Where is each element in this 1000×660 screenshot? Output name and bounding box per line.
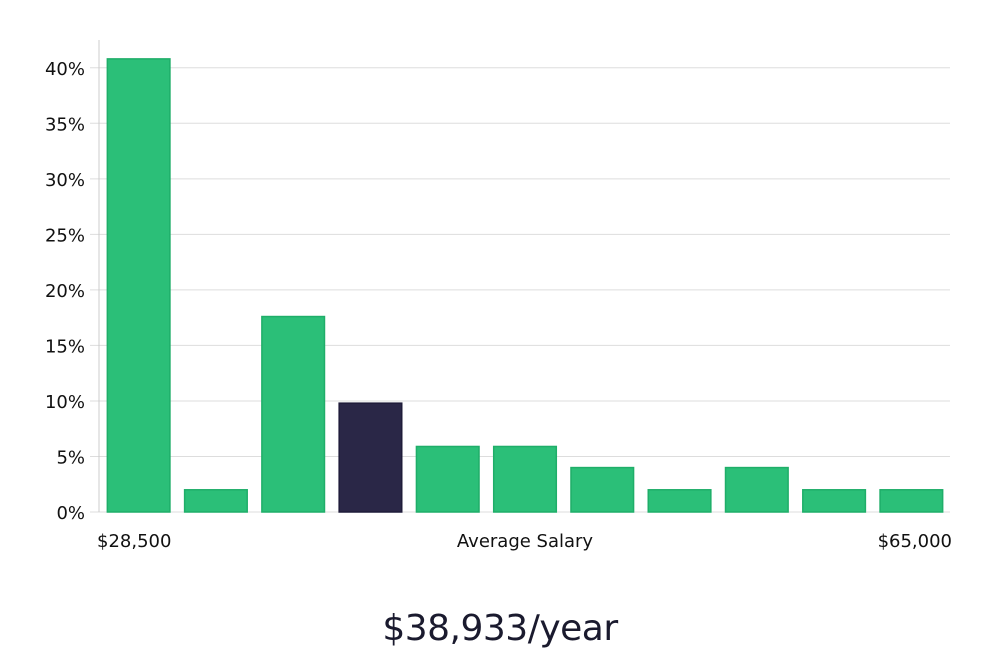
y-tick-label: 25% <box>45 225 85 246</box>
y-axis-ticks: 0% 5% 10% 15% 20% 25% 30% 35% 40% <box>45 59 85 524</box>
bars <box>106 58 944 513</box>
bar <box>492 445 558 513</box>
bar <box>183 489 248 513</box>
bar <box>724 466 789 513</box>
y-tick-label: 15% <box>45 336 85 357</box>
y-tick-label: 40% <box>45 59 85 80</box>
bar <box>415 445 480 513</box>
bar <box>647 489 712 513</box>
average-salary-value: $38,933/year <box>382 608 618 649</box>
x-min-label: $28,500 <box>97 531 171 552</box>
x-axis-title: Average Salary <box>457 531 594 552</box>
gridlines <box>90 67 950 513</box>
bar <box>106 58 171 513</box>
x-max-label: $65,000 <box>878 531 952 552</box>
bar-highlighted <box>338 402 403 513</box>
y-tick-label: 0% <box>56 503 85 524</box>
salary-histogram: 0% 5% 10% 15% 20% 25% 30% 35% 40% $28,500 Averag… <box>45 40 952 552</box>
bar <box>879 489 944 513</box>
bar <box>802 489 867 513</box>
y-tick-label: 10% <box>45 392 85 413</box>
bar <box>570 466 635 513</box>
y-tick-label: 5% <box>56 447 85 468</box>
y-tick-label: 20% <box>45 281 85 302</box>
y-tick-label: 35% <box>45 114 85 135</box>
bar <box>261 315 326 513</box>
y-tick-label: 30% <box>45 170 85 191</box>
